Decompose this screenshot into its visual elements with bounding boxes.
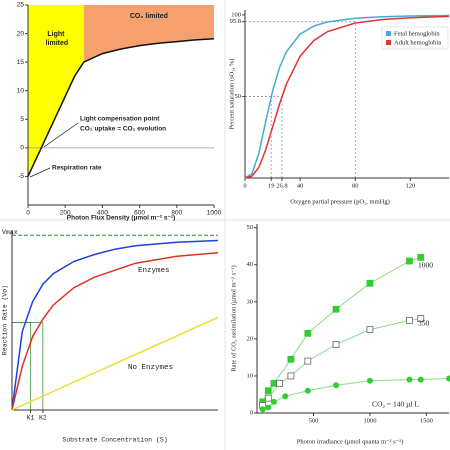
point (333, 382, 340, 389)
legend-label: Fetal hemoglobin (394, 30, 440, 37)
x-tick-label: 500 (309, 417, 319, 424)
legend-label: Adult hemoglobin (394, 39, 442, 46)
x-tick-label: 26.8 (276, 182, 287, 189)
panel: 0 10 20 30 40 50 500 1000 1500 Photon irradiance … (230, 224, 450, 445)
y-tick-label: 100 (231, 11, 241, 18)
x-axis-label: Substrate Concentration (S) (62, 437, 167, 444)
point (270, 398, 277, 405)
point (417, 253, 425, 261)
series-label: Enzymes (138, 267, 170, 275)
point (265, 404, 272, 411)
point (264, 394, 272, 402)
legend-swatch (386, 31, 391, 36)
region-label: Light limited (44, 31, 69, 47)
annotation: Respiration rate (52, 165, 102, 172)
point (282, 393, 289, 400)
x-tick-label: 1000 (207, 210, 222, 217)
x-tick-label: 0 (243, 182, 246, 189)
y-axis-label: Reaction Rate (Vo) (2, 285, 9, 355)
x-tick-label: 0 (26, 210, 30, 217)
series-label: 1000 (418, 261, 433, 270)
x-tick-label: 40 (297, 182, 304, 189)
point (304, 329, 312, 337)
series-label: 350 (418, 319, 430, 328)
series-line (11, 239, 219, 411)
point (366, 377, 373, 384)
y-tick-label: 50 (235, 93, 242, 100)
y-axis-label: Rate of CO₂ assimilation (µmol m⁻² s⁻¹) (230, 265, 237, 371)
annotation: Light compensation point (80, 116, 160, 123)
point (332, 305, 340, 313)
point (366, 279, 374, 287)
series-line (262, 318, 421, 406)
y-tick-label: 25 (17, 2, 25, 9)
point (287, 372, 295, 380)
annotation-arrow (43, 122, 79, 148)
y-tick-label: Vmax (2, 229, 18, 236)
point (304, 357, 312, 365)
point (264, 387, 272, 395)
series-line (244, 15, 450, 179)
y-tick-label: 20 (247, 335, 254, 342)
point (287, 355, 295, 363)
series-line (11, 316, 219, 411)
point (417, 315, 425, 322)
annotation: CO₂ uptake = CO₂ evolution (80, 126, 166, 133)
region-label: CO₂ limited (130, 13, 168, 20)
y-tick-label: 30 (247, 298, 254, 305)
point (270, 379, 278, 387)
point (276, 379, 283, 387)
panel: Vmax K1 K2 Substrate Concentration (S) React… (2, 229, 219, 444)
series-line (27, 37, 215, 177)
point (304, 387, 311, 394)
region (28, 5, 84, 177)
point (406, 316, 413, 324)
point (446, 375, 450, 382)
y-tick-label: 0 (20, 145, 24, 152)
series-line (262, 378, 450, 410)
legend (381, 26, 449, 50)
x-tick-label: K2 (39, 415, 47, 422)
panel: Light limited CO₂ limited -5 0 5 10 15 20 25 0 200… (17, 2, 222, 222)
y-tick-label: 5 (20, 116, 24, 123)
y-tick-label: 20 (17, 30, 25, 37)
point (259, 406, 266, 413)
point (406, 376, 413, 383)
legend-swatch (386, 40, 391, 45)
y-tick-label: 50 (247, 224, 254, 231)
x-tick-label: 400 (97, 210, 108, 217)
x-tick-label: 600 (134, 210, 145, 217)
y-tick-label: 40 (247, 261, 254, 268)
series-line (11, 251, 219, 411)
y-tick-label: 0 (250, 409, 253, 416)
point (417, 376, 424, 383)
y-tick-label: 10 (17, 87, 25, 94)
series-line (244, 14, 450, 179)
x-axis-label: Oxygen partial pressure (pO₂, mmHg) (290, 198, 390, 205)
point (332, 341, 340, 348)
series-label: CO₂ = 140 µl L (372, 400, 419, 409)
x-tick-label: 1000 (363, 417, 376, 424)
series-label: No Enzymes (128, 364, 173, 372)
point (406, 257, 413, 265)
x-tick-label: 120 (406, 182, 416, 189)
y-tick-label: -5 (18, 173, 24, 180)
y-tick-label: 95.8 (230, 18, 241, 25)
y-axis-label: Percent saturation (sO₂, %) (228, 59, 235, 130)
x-tick-label: K1 (27, 415, 35, 422)
x-tick-label: 1500 (420, 417, 433, 424)
x-tick-label: 800 (171, 210, 182, 217)
x-axis-label: Photon irradiance (µmol quanta m⁻² s⁻¹) (297, 438, 403, 445)
y-tick-label: 10 (247, 372, 254, 379)
x-tick-label: 200 (60, 210, 71, 217)
region (83, 5, 214, 63)
annotation-arrow (29, 167, 51, 178)
x-tick-label: 80 (352, 182, 359, 189)
y-tick-label: 15 (17, 59, 25, 66)
point (366, 326, 374, 334)
x-axis-label: Photon Flux Density (µmol m⁻² s⁻¹) (67, 215, 175, 222)
x-tick-label: 19 (268, 182, 275, 189)
